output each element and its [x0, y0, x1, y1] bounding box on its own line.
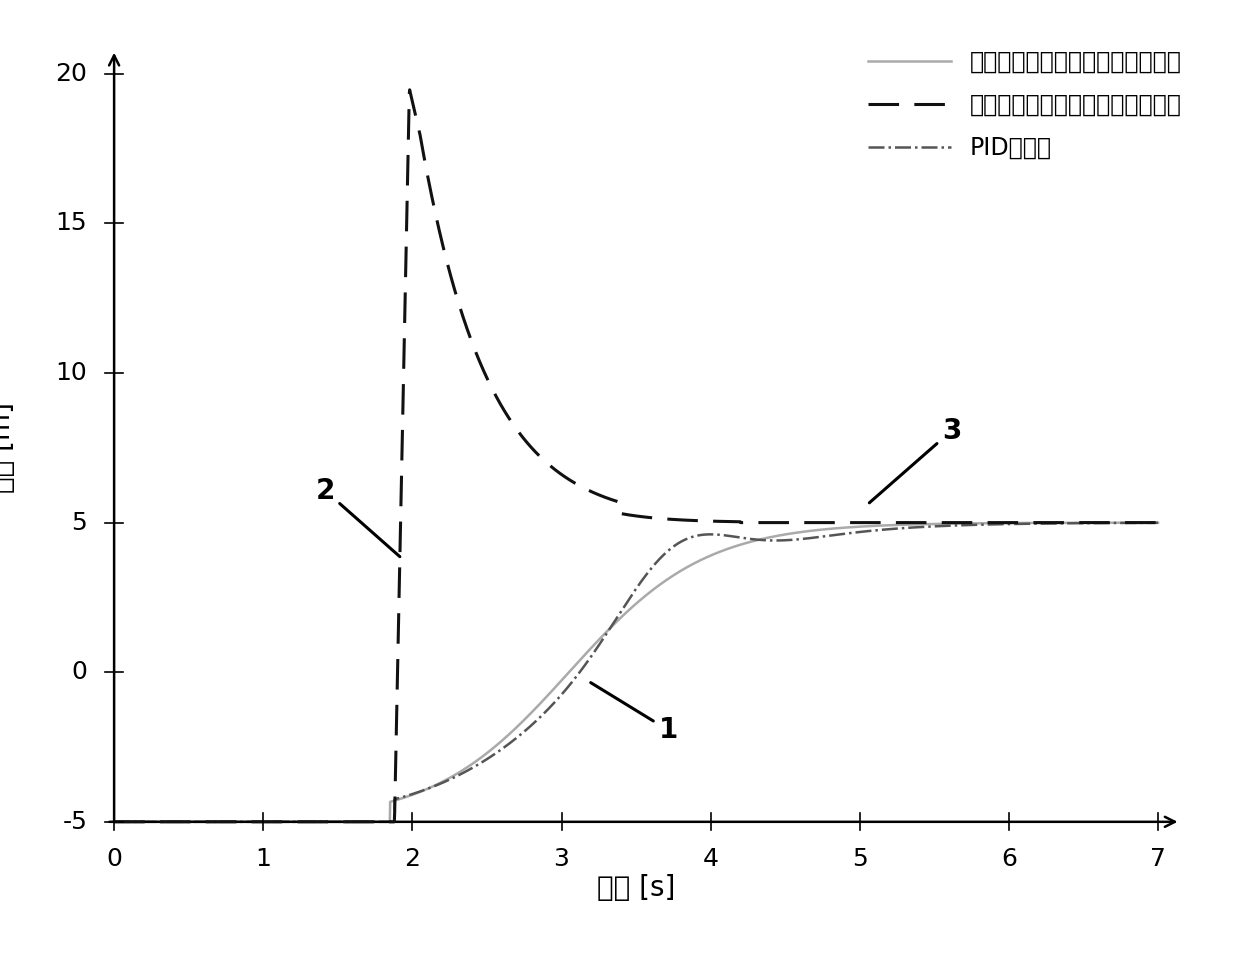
Text: 20: 20 [56, 62, 87, 86]
Text: 2: 2 [404, 847, 420, 872]
Legend: 具有测地高度的校正的仿射调节器, 没有测地高度的校正的仿射调节器, PID调节器: 具有测地高度的校正的仿射调节器, 没有测地高度的校正的仿射调节器, PID调节器 [859, 40, 1190, 169]
Text: 高度 [m]: 高度 [m] [0, 403, 16, 493]
Text: 时间 [s]: 时间 [s] [596, 873, 676, 901]
Text: 0: 0 [72, 661, 87, 684]
Text: 2: 2 [315, 477, 399, 557]
Text: 4: 4 [703, 847, 719, 872]
Text: 7: 7 [1151, 847, 1166, 872]
Text: -5: -5 [62, 810, 87, 834]
Text: 6: 6 [1001, 847, 1017, 872]
Text: 10: 10 [56, 361, 87, 385]
Text: 15: 15 [56, 212, 87, 235]
Text: 0: 0 [107, 847, 122, 872]
Text: 5: 5 [72, 510, 87, 534]
Text: 5: 5 [852, 847, 868, 872]
Text: 1: 1 [590, 683, 678, 744]
Text: 3: 3 [869, 417, 961, 503]
Text: 3: 3 [553, 847, 569, 872]
Text: 1: 1 [255, 847, 272, 872]
